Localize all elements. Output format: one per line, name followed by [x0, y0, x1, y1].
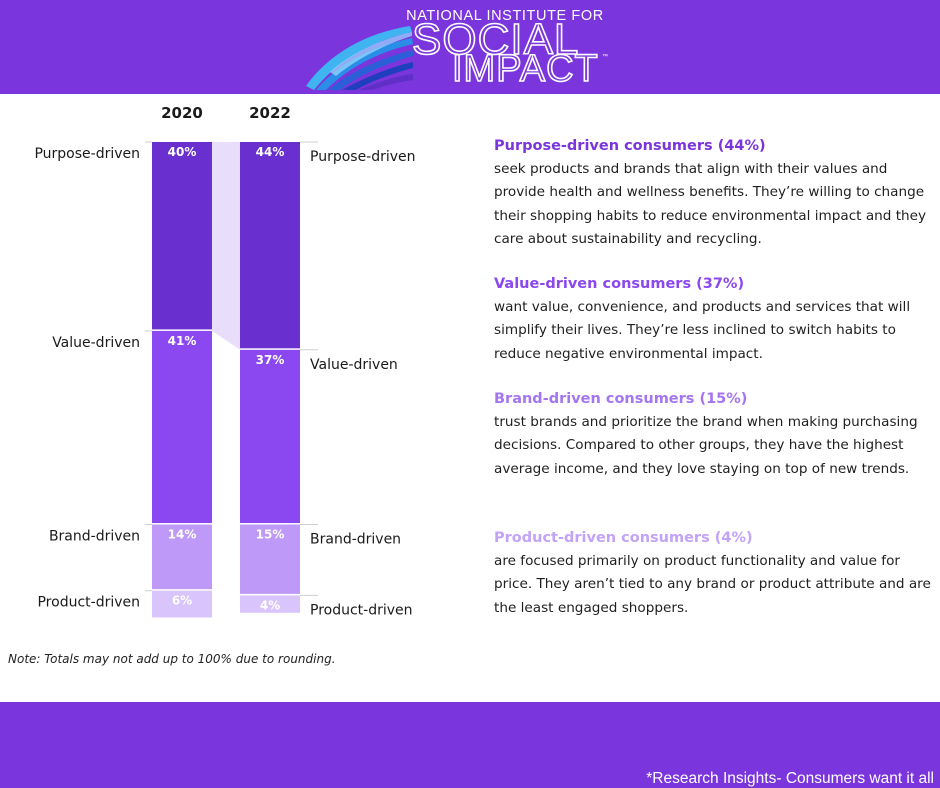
logo-impact-text: IMPACT [451, 48, 599, 90]
description-body-purpose: seek products and brands that align with… [494, 161, 927, 247]
bar-value-driven-2020 [152, 330, 212, 524]
bar-purpose-driven-2020 [152, 142, 212, 330]
series-label-left-purpose-driven: Purpose-driven [34, 146, 140, 162]
description-title-product: Product-driven consumers (4%) [494, 530, 753, 546]
description-body-brand: trust brands and prioritize the brand wh… [494, 414, 918, 477]
value-label-purpose-driven-2022: 44% [256, 145, 285, 159]
stacked-bar-chart: 2020 40% 41% 14% 6% 2022 44% 37% 15% 4% Purpose-dr… [34, 104, 416, 618]
series-label-left-product-driven: Product-driven [37, 595, 140, 611]
value-label-value-driven-2020: 41% [168, 334, 197, 348]
year-label-2022: 2022 [249, 104, 291, 122]
value-label-product-driven-2022: 4% [260, 598, 280, 612]
purpose-connector-band [212, 142, 240, 350]
description-brand: Brand-driven consumers (15%) trust brand… [494, 389, 934, 481]
footer-banner: *Research Insights- Consumers want it al… [0, 702, 940, 788]
description-title-value: Value-driven consumers (37%) [494, 276, 745, 292]
description-value: Value-driven consumers (37%) want value,… [494, 274, 934, 366]
bar-purpose-driven-2022 [240, 142, 300, 349]
description-purpose: Purpose-driven consumers (44%) seek prod… [494, 136, 934, 251]
logo-trademark: ™ [602, 54, 608, 60]
description-body-product: are focused primarily on product functio… [494, 553, 931, 616]
bar-product-driven-2022 [240, 595, 300, 613]
value-label-product-driven-2020: 6% [172, 594, 192, 608]
description-title-brand: Brand-driven consumers (15%) [494, 391, 748, 407]
value-label-value-driven-2022: 37% [256, 353, 285, 367]
logo-social-text: SOCIAL [411, 15, 580, 64]
logo-top-text: NATIONAL INSTITUTE FOR [406, 8, 604, 24]
fan-logo-icon [306, 26, 413, 90]
footnote: Note: Totals may not add up to 100% due … [8, 652, 336, 666]
series-label-left-brand-driven: Brand-driven [49, 529, 140, 545]
series-label-left-value-driven: Value-driven [52, 335, 140, 351]
bar-value-driven-2022 [240, 349, 300, 524]
value-label-brand-driven-2020: 14% [168, 528, 197, 542]
footer-caption: *Research Insights- Consumers want it al… [646, 770, 934, 787]
bar-product-driven-2020 [152, 590, 212, 618]
description-product: Product-driven consumers (4%) are focuse… [494, 528, 934, 620]
description-title-purpose: Purpose-driven consumers (44%) [494, 138, 766, 154]
series-label-right-purpose-driven: Purpose-driven [310, 149, 416, 165]
series-label-right-product-driven: Product-driven [310, 602, 413, 618]
value-label-purpose-driven-2020: 40% [168, 145, 197, 159]
nisi-logo: NATIONAL INSTITUTE FOR SOCIAL IMPACT ™ [300, 6, 630, 90]
bar-brand-driven-2020 [152, 524, 212, 590]
series-label-right-brand-driven: Brand-driven [310, 532, 401, 548]
header-banner: NATIONAL INSTITUTE FOR SOCIAL IMPACT ™ [0, 0, 940, 94]
description-body-value: want value, convenience, and products an… [494, 299, 911, 362]
value-label-brand-driven-2022: 15% [256, 528, 285, 542]
bar-brand-driven-2022 [240, 524, 300, 594]
year-label-2020: 2020 [161, 104, 203, 122]
series-label-right-value-driven: Value-driven [310, 357, 398, 373]
